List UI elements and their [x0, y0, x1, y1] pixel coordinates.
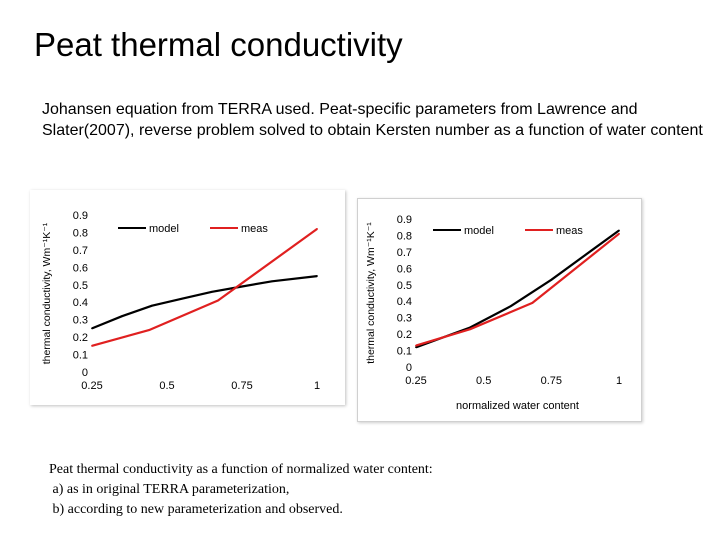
legend-label-model: model: [149, 223, 179, 235]
x-tick-label: 0.25: [81, 380, 102, 392]
legend-label-model: model: [464, 225, 494, 237]
x-tick-label: 0.75: [541, 375, 562, 387]
series-line-model: [91, 275, 318, 330]
data-point-model: [415, 346, 417, 349]
data-point-meas: [316, 228, 318, 230]
y-tick-label: 0.1: [73, 350, 88, 362]
chart-b: 0 0.1 0.2 0.3 0.4 0.5 0.6 0.7 0.8 0.9 0.25 0.5 0.75 1…: [365, 214, 622, 412]
data-point-model: [618, 229, 620, 232]
data-point-meas: [415, 344, 417, 347]
data-point-model: [550, 278, 553, 281]
chart-a: 0 0.1 0.2 0.3 0.4 0.5 0.6 0.7 0.8 0.9 0.25 0.5 0.75 1…: [41, 210, 320, 392]
data-point-meas: [469, 328, 472, 331]
x-axis-label: normalized water content: [456, 400, 579, 412]
y-tick-label: 0.9: [397, 214, 412, 226]
y-tick-label: 0.5: [397, 280, 412, 292]
y-tick-label: 0.3: [73, 315, 88, 327]
caption-line-2: a) as in original TERRA parameterization…: [49, 482, 290, 497]
x-tick-label: 0.75: [231, 380, 252, 392]
caption-line-1: Peat thermal conductivity as a function …: [49, 462, 433, 477]
y-axis-label: thermal conductivity, Wm⁻¹K⁻¹: [41, 222, 53, 364]
y-tick-label: 0.3: [397, 313, 412, 325]
y-tick-label: 0.4: [397, 296, 412, 308]
chart-panel-b: 0 0.1 0.2 0.3 0.4 0.5 0.6 0.7 0.8 0.9 0.25 0.5 0.75 1…: [357, 198, 642, 422]
y-tick-label: 0.6: [73, 262, 88, 274]
data-point-model: [241, 285, 243, 288]
y-tick-label: 0.7: [73, 245, 88, 257]
y-tick-label: 0: [406, 362, 412, 374]
data-point-model: [211, 290, 213, 293]
y-tick-label: 0.2: [397, 329, 412, 341]
y-tick-label: 0.8: [73, 227, 88, 239]
series-line-model: [415, 229, 620, 349]
x-tick-label: 0.25: [405, 375, 426, 387]
data-point-meas: [531, 301, 534, 304]
page-title: Peat thermal conductivity: [34, 26, 403, 63]
x-tick-label: 0.5: [476, 375, 491, 387]
y-tick-label: 0.5: [73, 280, 88, 292]
data-point-model: [591, 249, 593, 252]
data-point-model: [151, 304, 153, 307]
data-point-meas: [148, 329, 150, 332]
legend-label-meas: meas: [556, 225, 583, 237]
legend-label-meas: meas: [241, 223, 268, 235]
data-point-meas: [91, 344, 93, 347]
data-point-model: [271, 280, 273, 283]
data-point-model: [316, 275, 318, 277]
data-point-model: [121, 315, 123, 318]
y-tick-label: 0.1: [397, 346, 412, 358]
y-tick-label: 0.7: [397, 247, 412, 259]
y-tick-label: 0.2: [73, 332, 88, 344]
y-tick-label: 0.6: [397, 263, 412, 275]
chart-panel-a: 0 0.1 0.2 0.3 0.4 0.5 0.6 0.7 0.8 0.9 0.25 0.5 0.75 1…: [30, 190, 345, 405]
y-tick-label: 0.9: [73, 210, 88, 222]
data-point-model: [509, 305, 512, 308]
series-line-meas: [415, 232, 620, 347]
data-point-model: [91, 327, 93, 330]
x-tick-label: 1: [616, 375, 622, 387]
x-tick-label: 0.5: [159, 380, 174, 392]
y-tick-label: 0: [82, 367, 88, 379]
caption-line-3: b) according to new parameterization and…: [49, 502, 343, 517]
y-tick-label: 0.4: [73, 297, 88, 309]
description-text: Johansen equation from TERRA used. Peat-…: [42, 101, 703, 139]
y-tick-label: 0.8: [397, 230, 412, 242]
data-point-meas: [217, 299, 219, 302]
figure-caption: Peat thermal conductivity as a function …: [49, 460, 433, 520]
data-point-model: [181, 297, 183, 300]
y-axis-label: thermal conductivity, Wm⁻¹K⁻¹: [365, 222, 377, 364]
data-point-meas: [618, 232, 620, 235]
series-line-meas: [91, 228, 318, 347]
x-tick-label: 1: [314, 380, 320, 392]
